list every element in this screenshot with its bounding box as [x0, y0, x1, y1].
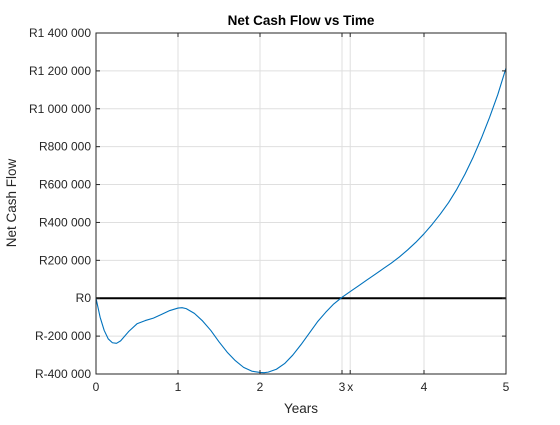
x-axis-label: Years [284, 401, 318, 416]
x-tick-label: 3 [339, 380, 346, 394]
y-tick-label: R400 000 [39, 215, 91, 229]
x-tick-label: x [347, 380, 353, 394]
y-tick-label: R800 000 [39, 140, 91, 154]
x-tick-label: 0 [93, 380, 100, 394]
y-tick-label: R1 000 000 [29, 102, 91, 116]
y-axis-label: Net Cash Flow [4, 158, 19, 247]
x-tick-label: 4 [421, 380, 428, 394]
x-tick-label: 2 [257, 380, 264, 394]
plot-area [95, 67, 507, 374]
y-tick-label: R200 000 [39, 253, 91, 267]
axes-box [95, 32, 507, 375]
y-tick-label: R0 [76, 291, 92, 305]
y-tick-label: R1 200 000 [29, 64, 91, 78]
y-tick-label: R600 000 [39, 178, 91, 192]
axis-ticks: 0 1 2 3 x 4 5 R1 400 000 R1 200 000 R1 000 000 R80… [29, 26, 510, 394]
y-tick-label: R-400 000 [35, 367, 91, 381]
x-tick-label: 5 [503, 380, 510, 394]
y-tick-label: R1 400 000 [29, 26, 91, 40]
chart-title: Net Cash Flow vs Time [228, 13, 375, 28]
y-tick-label: R-200 000 [35, 329, 91, 343]
x-tick-label: 1 [175, 380, 182, 394]
series-line [95, 67, 507, 374]
axes-frame [95, 32, 507, 375]
